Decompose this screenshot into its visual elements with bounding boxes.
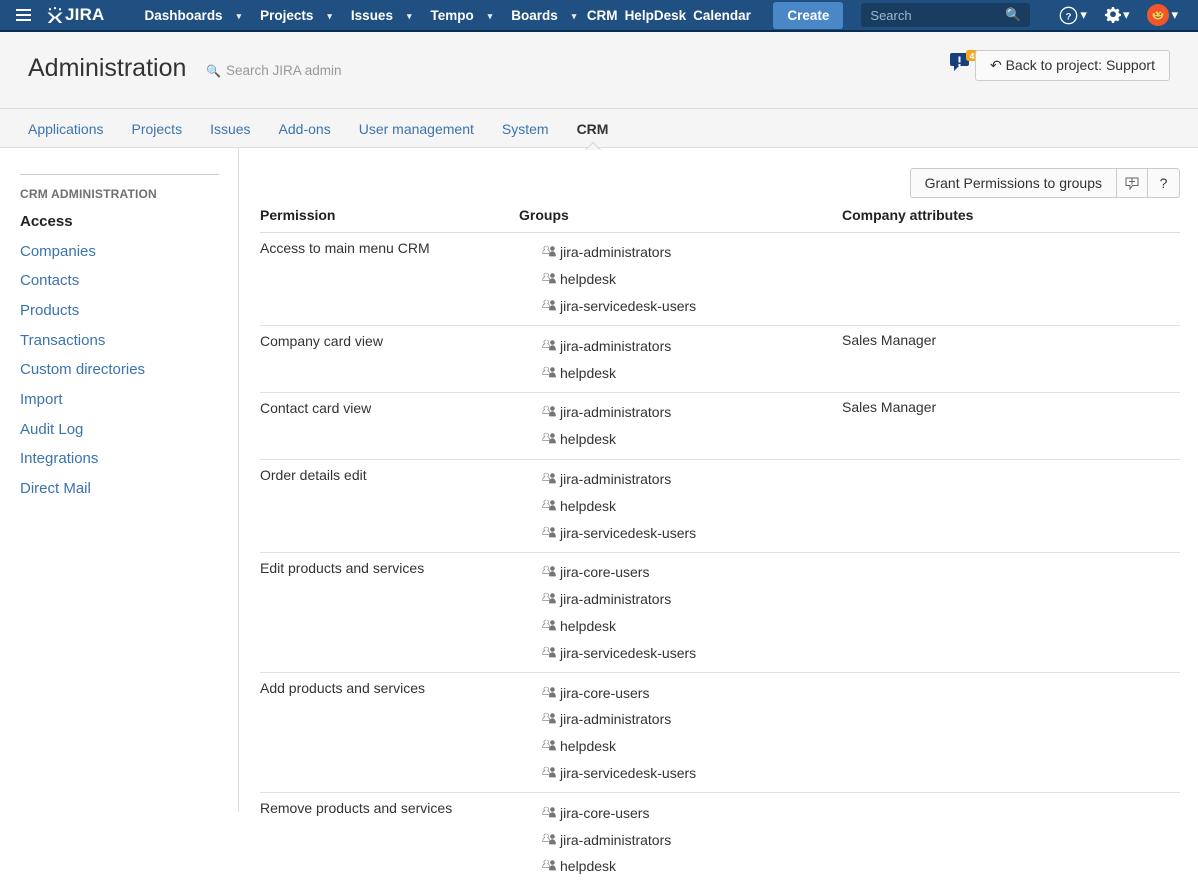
svg-text:4: 4 xyxy=(970,51,975,61)
svg-text:?: ? xyxy=(1066,11,1072,22)
